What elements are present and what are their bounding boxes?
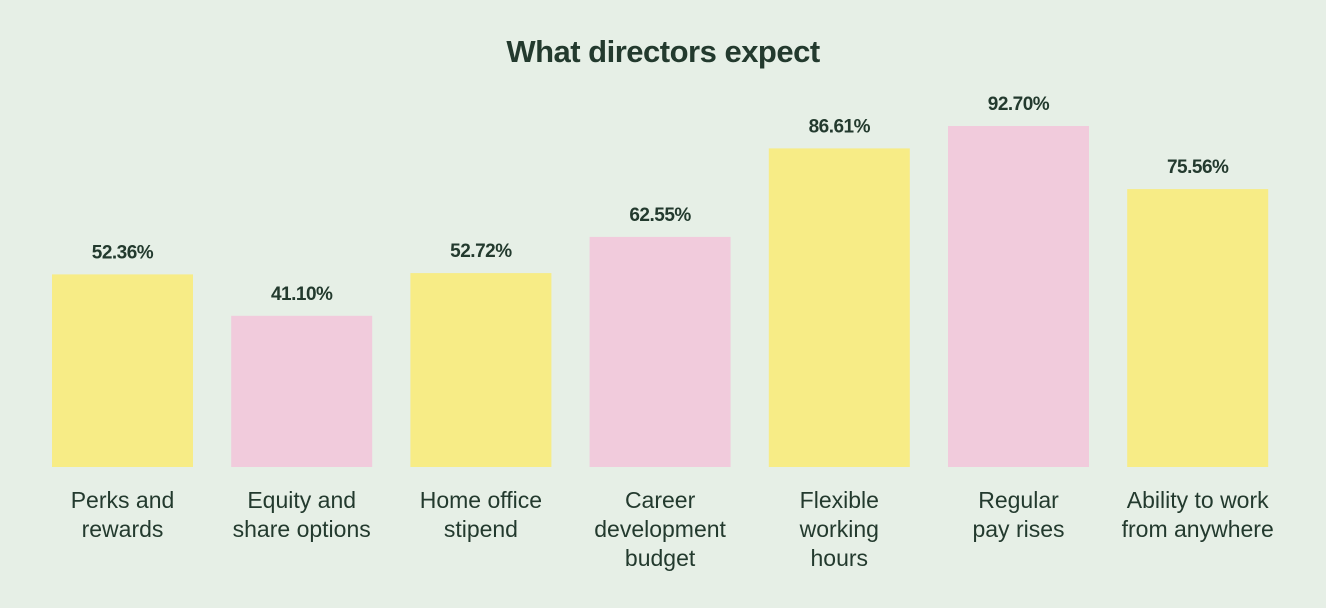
category-label-line: Equity and: [247, 487, 356, 513]
bar-4: [589, 236, 731, 467]
value-label-7: 75.56%: [1167, 157, 1229, 178]
value-label-5: 86.61%: [809, 116, 871, 137]
value-label-2: 41.10%: [271, 284, 333, 305]
category-label-line: rewards: [82, 516, 164, 542]
category-label-line: pay rises: [972, 516, 1064, 542]
bar-5: [768, 148, 910, 467]
category-label-line: stipend: [444, 516, 518, 542]
category-label-line: hours: [811, 545, 869, 571]
category-label-1: Perks and rewards: [71, 487, 175, 542]
value-label-1: 52.36%: [92, 242, 154, 263]
category-label-line: Flexible: [800, 487, 879, 513]
category-label-7: Ability to work from anywhere: [1122, 487, 1274, 542]
category-label-line: Regular: [978, 487, 1059, 513]
category-label-line: Career: [625, 487, 696, 513]
category-label-line: Perks and: [71, 487, 175, 513]
category-label-2: Equity and share options: [233, 487, 371, 542]
bar-1: [52, 274, 193, 467]
bar-2: [231, 315, 373, 467]
chart-title: What directors expect: [506, 34, 820, 69]
category-label-4: Career development budget: [594, 487, 726, 571]
category-label-line: Ability to work: [1127, 487, 1269, 513]
category-label-line: working: [799, 516, 879, 542]
bar-7: [1127, 189, 1269, 467]
value-label-4: 62.55%: [629, 205, 691, 226]
value-label-6: 92.70%: [988, 94, 1050, 115]
category-label-3: Home office stipend: [420, 487, 542, 542]
value-label-3: 52.72%: [450, 241, 512, 262]
category-label-6: Regular pay rises: [972, 487, 1064, 542]
category-label-line: Home office: [420, 487, 542, 513]
bar-3: [410, 273, 552, 467]
category-label-line: budget: [625, 545, 696, 571]
category-label-line: share options: [233, 516, 371, 542]
category-label-line: development: [594, 516, 726, 542]
category-label-5: Flexible working hours: [799, 487, 879, 571]
bar-6: [948, 126, 1089, 467]
category-label-line: from anywhere: [1122, 516, 1274, 542]
